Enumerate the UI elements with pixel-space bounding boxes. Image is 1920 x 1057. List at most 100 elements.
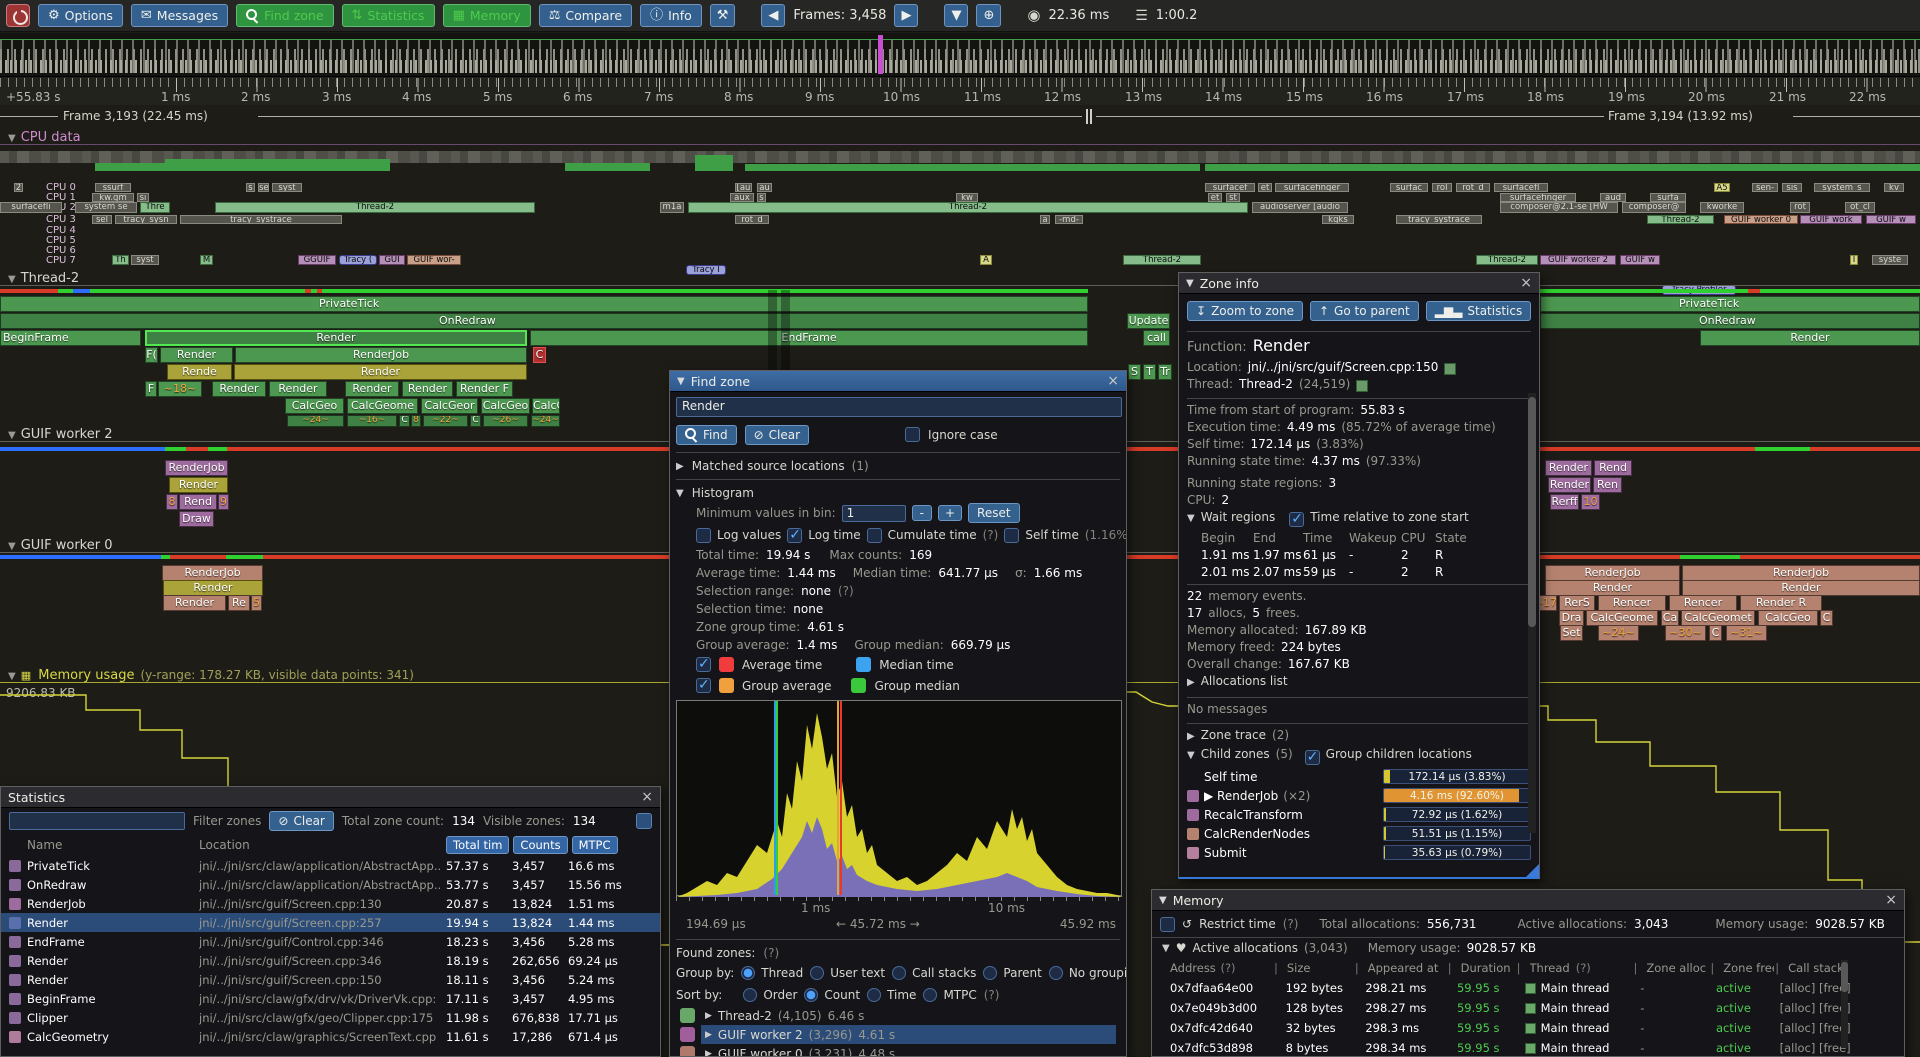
- timeline-zone[interactable]: PrivateTick: [0, 296, 1088, 312]
- cpu-zone[interactable]: a: [1040, 215, 1050, 224]
- cpu-zone[interactable]: system se: [75, 202, 137, 213]
- timeline-zone[interactable]: 10: [1581, 494, 1600, 510]
- cpu-zone[interactable]: surfacefli: [0, 202, 62, 213]
- find-zone-button[interactable]: Find zone: [236, 4, 334, 27]
- clear-button[interactable]: ⊘ Clear: [744, 424, 810, 445]
- cpu-zone[interactable]: rol: [1432, 183, 1452, 192]
- timeline-zone[interactable]: C: [399, 415, 410, 427]
- col-zone-alloc[interactable]: Zone alloc: [1646, 961, 1707, 975]
- find-zone-histogram[interactable]: [676, 700, 1123, 897]
- focus-frame-button[interactable]: ⊕: [976, 4, 1002, 27]
- cpu-zone[interactable]: composer@2.1-se [HW: [1500, 202, 1618, 213]
- timeline-zone[interactable]: Render: [163, 580, 263, 596]
- cpu-zone[interactable]: A: [980, 255, 992, 265]
- timeline-zone[interactable]: Render: [402, 381, 453, 397]
- cpu-zone[interactable]: Thre: [140, 202, 170, 213]
- accumulation-toggle[interactable]: [636, 813, 652, 829]
- cpu-zone[interactable]: GUIF worker 0: [1724, 215, 1798, 224]
- timeline-zone[interactable]: PrivateTick: [1540, 296, 1920, 312]
- timeline-zone[interactable]: ~31~: [1726, 625, 1767, 641]
- find-button[interactable]: Find: [676, 424, 737, 445]
- cpu-zone[interactable]: surfac: [1390, 183, 1428, 192]
- col-call-stack[interactable]: Call stack: [1788, 961, 1844, 975]
- timeline-zone[interactable]: CalcGeo: [481, 398, 530, 414]
- group-by-option[interactable]: Call stacks: [892, 966, 976, 980]
- timeline-zone[interactable]: Render: [345, 381, 399, 397]
- cpu-zone[interactable]: GUIF w: [1620, 255, 1660, 265]
- cpu-zone[interactable]: st: [1226, 193, 1240, 202]
- cpu-zone[interactable]: A5: [1714, 183, 1730, 192]
- filter-input[interactable]: [9, 812, 185, 830]
- timeline-zone[interactable]: CalcGeo: [1758, 610, 1818, 626]
- cpu-zone[interactable]: sis: [1782, 183, 1802, 192]
- allocation-row[interactable]: 0x7dfc53d898 8 bytes 298.34 ms 59.95 s M…: [1170, 1041, 1851, 1055]
- cpu-zone[interactable]: kv: [1884, 183, 1904, 192]
- timeline-zone[interactable]: 5: [251, 595, 262, 611]
- options-button[interactable]: ⚙ Options: [38, 4, 123, 27]
- cpu-zone[interactable]: surfacefl: [1494, 183, 1548, 192]
- zone-statistics-button[interactable]: ▂▆▃ Statistics: [1425, 301, 1532, 321]
- col-mtpc[interactable]: MTPC: [571, 836, 618, 854]
- col-location[interactable]: Location: [199, 838, 250, 852]
- timeline-zone[interactable]: OnRedraw: [1540, 313, 1920, 329]
- timeline-zone[interactable]: CalcG: [532, 398, 560, 414]
- timeline-zone[interactable]: T: [1143, 364, 1156, 380]
- timeline-zone[interactable]: -17: [1538, 595, 1557, 611]
- timeline-zone[interactable]: CalcGeor: [421, 398, 478, 414]
- messages-button[interactable]: ✉ Messages: [130, 4, 229, 27]
- cpu-zone[interactable]: si: [137, 193, 149, 202]
- timeline-zone[interactable]: CalcGeo: [285, 398, 344, 414]
- statistics-button[interactable]: ⇅ Statistics: [341, 4, 435, 27]
- relative-time-checkbox[interactable]: [1289, 511, 1305, 527]
- timeline-zone[interactable]: C: [1709, 625, 1722, 641]
- statistics-row[interactable]: Render jni/../jni/src/guif/Screen.cpp:34…: [1, 951, 660, 970]
- timeline-zone[interactable]: F(: [145, 347, 158, 363]
- cpu-zone[interactable]: tracy_systrace: [180, 215, 342, 224]
- child-zones-label[interactable]: Child zones: [1200, 747, 1270, 761]
- cpu-zone[interactable]: syste: [1872, 255, 1908, 265]
- group-by-option[interactable]: User text: [810, 966, 885, 980]
- statistics-row[interactable]: RenderJob jni/../jni/src/guif/Screen.cpp…: [1, 894, 660, 913]
- timeline-zone[interactable]: CalcGeome: [347, 398, 418, 414]
- timeline-zone[interactable]: ~24~: [531, 415, 560, 427]
- timeline-zone[interactable]: Rerff: [1550, 494, 1579, 510]
- cpu-zone[interactable]: kw.gm: [92, 193, 134, 202]
- timeline-zone[interactable]: Render: [1548, 477, 1591, 493]
- statistics-row[interactable]: Render jni/../jni/src/guif/Screen.cpp:15…: [1, 970, 660, 989]
- log-values-checkbox[interactable]: [696, 527, 711, 543]
- timeline-zone[interactable]: BeginFrame: [0, 330, 141, 346]
- zone-group-row[interactable]: ▶ Thread-2 (4,105) 6.46 s: [676, 1006, 1120, 1025]
- zone-thread[interactable]: Thread-2: [1239, 377, 1293, 391]
- timeline-zone[interactable]: Render: [212, 381, 266, 397]
- cpu-zone[interactable]: Tracy I: [686, 265, 726, 275]
- wait-region-row[interactable]: 2.01 ms 2.07 ms 59 µs -2 R: [1201, 564, 1444, 579]
- cpu-zone[interactable]: I: [1850, 255, 1858, 265]
- goto-frame-button[interactable]: ▼: [944, 4, 969, 27]
- timeline-zone[interactable]: RenderJob: [1682, 565, 1920, 581]
- cpu-zone[interactable]: tracy_sysn: [115, 215, 177, 224]
- child-zone-row[interactable]: ▶ RenderJob (×2) 4.16 ms (92.60%): [1187, 786, 1531, 805]
- cpu-zone[interactable]: Tracy (: [339, 255, 377, 265]
- timeline-zone[interactable]: Render: [169, 477, 228, 493]
- statistics-row[interactable]: BeginFrame jni/../jni/src/claw/gfx/drv/v…: [1, 989, 660, 1008]
- allocation-row[interactable]: 0x7dfaa64e00 192 bytes 298.21 ms 59.95 s…: [1170, 981, 1851, 995]
- timeline-zone[interactable]: F: [145, 381, 157, 397]
- timeline-zone[interactable]: Rend: [179, 494, 217, 510]
- cumulate-time-checkbox[interactable]: [866, 527, 882, 543]
- matched-locations-label[interactable]: Matched source locations: [691, 459, 845, 473]
- statistics-titlebar[interactable]: Statistics ×: [1, 787, 660, 808]
- statistics-row[interactable]: Render jni/../jni/src/guif/Screen.cpp:25…: [1, 913, 660, 932]
- time-ruler[interactable]: +55.83 s 1 ms 2 ms 3 ms 4 ms 5 ms 6 ms 7 ms 8 ms…: [0, 76, 1920, 105]
- cpu-zone[interactable]: syst: [272, 183, 302, 192]
- child-zone-row[interactable]: Submit 35.63 µs (0.79%): [1187, 843, 1531, 862]
- cpu-zone[interactable]: audioserver [audio: [1252, 202, 1348, 213]
- timeline-zone[interactable]: Dra: [1559, 610, 1584, 626]
- find-zone-titlebar[interactable]: ▼ Find zone ×: [670, 371, 1126, 392]
- col-total-time[interactable]: Total tim: [446, 836, 510, 854]
- timeline-zone[interactable]: C: [533, 347, 546, 363]
- timeline-zone[interactable]: ~30~: [1665, 625, 1706, 641]
- sort-by-option[interactable]: Time: [867, 988, 916, 1002]
- cpu-zone[interactable]: kworke: [1700, 202, 1744, 213]
- memory-button[interactable]: ▦ Memory: [442, 4, 531, 27]
- cpu-zone[interactable]: surfacef: [1205, 183, 1255, 192]
